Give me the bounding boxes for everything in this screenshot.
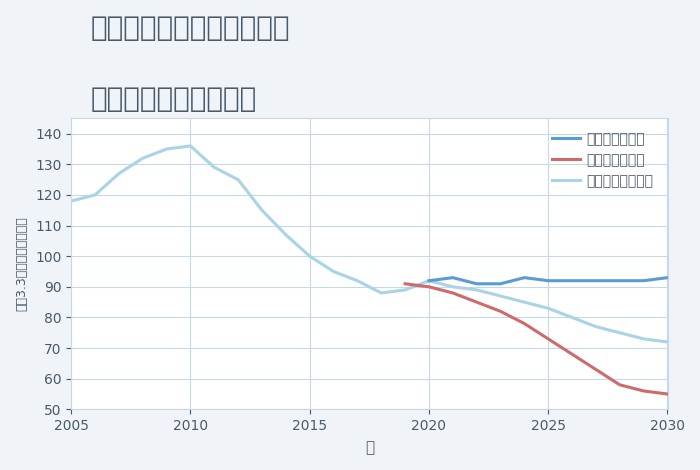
- ノーマルシナリオ: [210, 164, 218, 170]
- ノーマルシナリオ: [639, 336, 648, 342]
- バッドシナリオ: [449, 290, 457, 296]
- ノーマルシナリオ: [354, 278, 362, 283]
- ノーマルシナリオ: [305, 253, 314, 259]
- バッドシナリオ: [544, 336, 552, 342]
- ノーマルシナリオ: [258, 207, 266, 213]
- グッドシナリオ: [544, 278, 552, 283]
- ノーマルシナリオ: [615, 330, 624, 336]
- ノーマルシナリオ: [473, 287, 481, 293]
- グッドシナリオ: [425, 278, 433, 283]
- ノーマルシナリオ: [520, 299, 528, 305]
- ノーマルシナリオ: [67, 198, 76, 204]
- ノーマルシナリオ: [568, 314, 576, 320]
- ノーマルシナリオ: [544, 306, 552, 311]
- ノーマルシナリオ: [664, 339, 672, 345]
- Line: バッドシナリオ: バッドシナリオ: [405, 284, 668, 394]
- Legend: グッドシナリオ, バッドシナリオ, ノーマルシナリオ: グッドシナリオ, バッドシナリオ, ノーマルシナリオ: [545, 125, 661, 195]
- Y-axis label: 坪（3.3㎡）単価（万円）: 坪（3.3㎡）単価（万円）: [15, 217, 28, 311]
- X-axis label: 年: 年: [365, 440, 374, 455]
- グッドシナリオ: [520, 275, 528, 281]
- ノーマルシナリオ: [234, 177, 242, 182]
- Line: ノーマルシナリオ: ノーマルシナリオ: [71, 146, 668, 342]
- バッドシナリオ: [639, 388, 648, 394]
- バッドシナリオ: [520, 321, 528, 326]
- バッドシナリオ: [425, 284, 433, 290]
- グッドシナリオ: [496, 281, 505, 287]
- グッドシナリオ: [664, 275, 672, 281]
- Text: 中古戸建ての価格推移: 中古戸建ての価格推移: [91, 85, 258, 113]
- ノーマルシナリオ: [162, 146, 171, 152]
- グッドシナリオ: [615, 278, 624, 283]
- バッドシナリオ: [664, 391, 672, 397]
- バッドシナリオ: [496, 308, 505, 314]
- ノーマルシナリオ: [592, 324, 600, 329]
- ノーマルシナリオ: [139, 156, 147, 161]
- ノーマルシナリオ: [281, 232, 290, 238]
- バッドシナリオ: [615, 382, 624, 388]
- グッドシナリオ: [568, 278, 576, 283]
- ノーマルシナリオ: [115, 171, 123, 176]
- Text: 兵庫県豊岡市出石町宮内の: 兵庫県豊岡市出石町宮内の: [91, 14, 290, 42]
- ノーマルシナリオ: [401, 287, 410, 293]
- バッドシナリオ: [401, 281, 410, 287]
- Line: グッドシナリオ: グッドシナリオ: [429, 278, 668, 284]
- ノーマルシナリオ: [91, 192, 99, 198]
- グッドシナリオ: [639, 278, 648, 283]
- ノーマルシナリオ: [425, 278, 433, 283]
- ノーマルシナリオ: [449, 284, 457, 290]
- ノーマルシナリオ: [186, 143, 195, 149]
- バッドシナリオ: [473, 299, 481, 305]
- グッドシナリオ: [473, 281, 481, 287]
- グッドシナリオ: [592, 278, 600, 283]
- バッドシナリオ: [592, 367, 600, 372]
- グッドシナリオ: [449, 275, 457, 281]
- バッドシナリオ: [568, 352, 576, 357]
- ノーマルシナリオ: [330, 269, 338, 274]
- ノーマルシナリオ: [496, 293, 505, 299]
- ノーマルシナリオ: [377, 290, 386, 296]
